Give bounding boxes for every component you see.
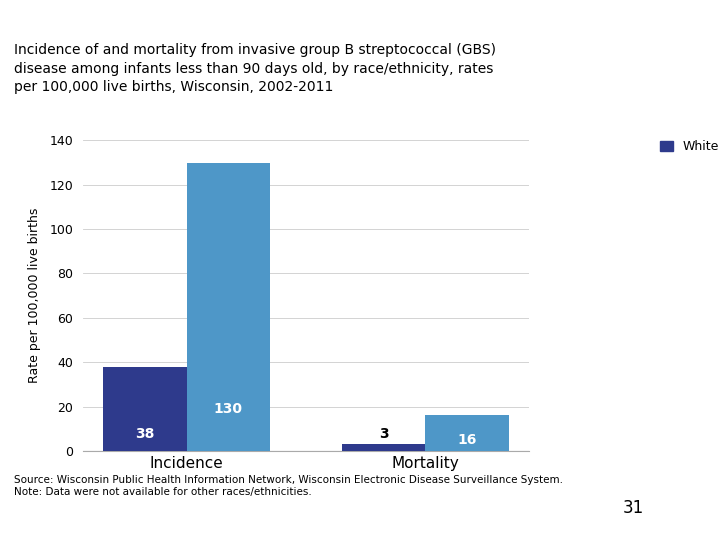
Bar — [342, 444, 426, 451]
Text: 31: 31 — [623, 498, 644, 517]
Text: Incidence of and mortality from invasive group B streptococcal (GBS)
disease amo: Incidence of and mortality from invasive… — [14, 43, 496, 94]
Bar — [186, 163, 270, 451]
Text: 130: 130 — [214, 402, 243, 416]
Text: Source: Wisconsin Public Health Information Network, Wisconsin Electronic Diseas: Source: Wisconsin Public Health Informat… — [14, 475, 563, 497]
Text: 38: 38 — [135, 427, 155, 441]
Text: Incidence of communicable disease: Incidence of communicable disease — [434, 14, 711, 27]
Legend: White, Black: White, Black — [660, 140, 720, 153]
Text: 16: 16 — [457, 433, 477, 447]
Text: COMMUNICABLE DISEASE: COMMUNICABLE DISEASE — [9, 14, 207, 27]
Bar — [426, 415, 509, 451]
Text: 3: 3 — [379, 427, 388, 441]
Bar — [103, 367, 186, 451]
Y-axis label: Rate per 100,000 live births: Rate per 100,000 live births — [28, 208, 41, 383]
